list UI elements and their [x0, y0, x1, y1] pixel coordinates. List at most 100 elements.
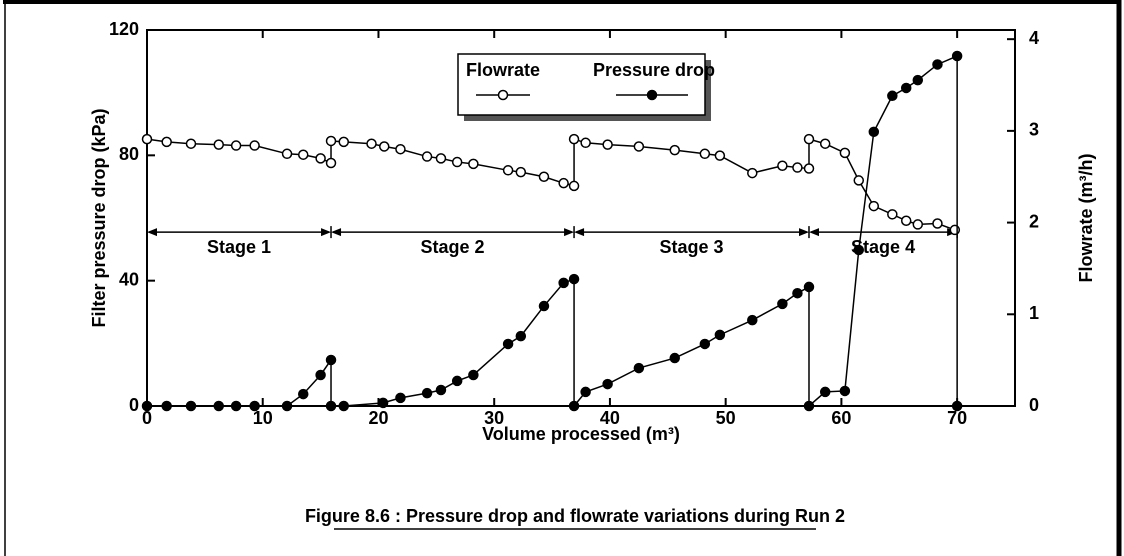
data-point — [912, 219, 924, 230]
data-point — [281, 148, 293, 160]
data-point — [868, 126, 880, 138]
y-tick-label: 0 — [129, 395, 139, 415]
x-tick-label: 40 — [600, 408, 620, 428]
data-point — [602, 378, 613, 390]
data-point — [633, 141, 645, 152]
y-tick-label: 80 — [119, 144, 139, 164]
data-point — [451, 156, 463, 168]
arrow-head — [564, 228, 575, 237]
data-point — [792, 162, 803, 173]
data-point — [338, 136, 349, 148]
data-point — [468, 158, 479, 170]
data-point — [249, 400, 260, 412]
stage-label: Stage 2 — [421, 237, 485, 257]
y-axis-label: Filter pressure drop (kPa) — [89, 108, 109, 327]
data-point — [395, 143, 406, 155]
legend-marker — [497, 89, 509, 101]
data-point — [558, 177, 569, 189]
data-point — [325, 135, 337, 147]
data-point — [699, 148, 711, 160]
data-point — [633, 362, 645, 374]
data-point — [558, 277, 569, 289]
data-point — [853, 244, 865, 256]
legend-label: Flowrate — [466, 60, 540, 80]
data-point — [161, 400, 172, 412]
arrow-head — [798, 228, 809, 237]
data-point — [297, 388, 309, 400]
data-point — [538, 300, 550, 312]
y2-tick-label: 2 — [1029, 211, 1039, 231]
data-point — [568, 273, 580, 285]
data-point — [568, 180, 580, 192]
data-point — [213, 400, 225, 412]
x-tick-label: 20 — [368, 408, 388, 428]
data-point — [515, 330, 527, 342]
data-point — [366, 138, 377, 149]
data-point — [421, 151, 433, 162]
arrow-head — [808, 228, 819, 237]
data-point — [141, 133, 153, 145]
data-point — [451, 375, 463, 387]
data-point — [932, 218, 943, 229]
y2-tick-label: 1 — [1029, 303, 1039, 323]
x-tick-label: 70 — [947, 408, 967, 428]
data-point — [602, 139, 613, 150]
data-point — [325, 400, 337, 412]
y2-tick-label: 4 — [1029, 28, 1039, 48]
x-tick-label: 0 — [142, 408, 152, 428]
data-point — [395, 392, 406, 404]
data-point — [669, 144, 680, 156]
stage-label: Stage 4 — [851, 237, 915, 257]
data-point — [141, 400, 153, 412]
data-point — [297, 149, 309, 160]
data-point — [803, 281, 815, 293]
data-point — [900, 215, 912, 227]
data-point — [185, 138, 197, 149]
stage-label: Stage 3 — [660, 237, 724, 257]
data-point — [792, 287, 803, 299]
caption: Figure 8.6 : Pressure drop and flowrate … — [305, 506, 845, 526]
data-point — [803, 133, 815, 145]
arrow-head — [574, 228, 585, 237]
data-point — [951, 50, 963, 62]
y-tick-label: 40 — [119, 269, 139, 289]
legend-label: Pressure drop — [593, 60, 715, 80]
data-point — [839, 147, 851, 159]
data-point — [868, 200, 880, 212]
x-tick-label: 10 — [253, 408, 273, 428]
data-point — [185, 400, 197, 412]
data-point — [714, 329, 726, 341]
data-point — [435, 153, 447, 164]
data-point — [839, 385, 851, 397]
data-point — [900, 82, 912, 94]
y-tick-label: 120 — [109, 19, 139, 39]
data-point — [803, 163, 815, 174]
data-point — [777, 298, 788, 310]
x-tick-label: 30 — [484, 408, 504, 428]
data-point — [853, 175, 865, 186]
data-point — [325, 354, 337, 366]
y2-axis-label: Flowrate (m³/h) — [1076, 153, 1096, 282]
data-point — [568, 400, 580, 412]
data-point — [230, 400, 242, 412]
data-point — [803, 400, 815, 412]
data-point — [338, 400, 349, 412]
data-point — [949, 224, 961, 236]
data-point — [912, 74, 924, 86]
data-point — [580, 386, 591, 398]
data-point — [887, 209, 898, 220]
data-point — [747, 314, 758, 326]
arrow-head — [331, 228, 342, 237]
data-point — [568, 133, 580, 145]
data-point — [502, 338, 514, 350]
stage-label: Stage 1 — [207, 237, 271, 257]
y2-tick-label: 3 — [1029, 120, 1039, 140]
data-point — [213, 139, 225, 150]
data-point — [161, 136, 172, 148]
data-point — [230, 140, 242, 151]
data-point — [580, 137, 591, 149]
data-point — [714, 150, 726, 161]
data-point — [325, 157, 337, 169]
data-point — [819, 386, 831, 398]
